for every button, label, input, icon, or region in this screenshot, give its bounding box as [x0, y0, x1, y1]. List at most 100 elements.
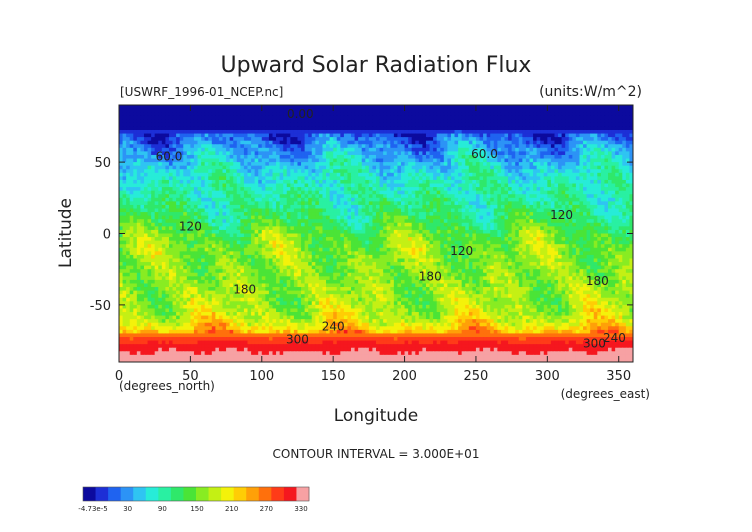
- heatmap-cell: [608, 172, 613, 177]
- heatmap-cell: [301, 179, 306, 185]
- heatmap-cell: [518, 154, 523, 160]
- heatmap-cell: [475, 212, 481, 217]
- heatmap-cell: [233, 140, 238, 145]
- heatmap-cell: [418, 112, 423, 117]
- heatmap-cell: [368, 140, 374, 145]
- heatmap-cell: [208, 133, 213, 138]
- heatmap-cell: [354, 194, 359, 199]
- heatmap-cell: [411, 212, 416, 217]
- heatmap-cell: [376, 169, 381, 174]
- heatmap-cell: [126, 201, 131, 206]
- heatmap-cell: [504, 154, 509, 160]
- heatmap-cell: [236, 112, 241, 117]
- heatmap-cell: [218, 108, 224, 113]
- heatmap-cell: [440, 144, 445, 149]
- heatmap-cell: [593, 219, 598, 224]
- heatmap-cell: [290, 183, 295, 188]
- heatmap-cell: [268, 119, 274, 124]
- heatmap-cell: [197, 162, 202, 167]
- heatmap-cell: [304, 208, 309, 213]
- heatmap-cell: [368, 126, 374, 131]
- heatmap-cell: [193, 126, 199, 131]
- heatmap-cell: [247, 226, 252, 231]
- heatmap-cell: [329, 151, 334, 156]
- heatmap-cell: [365, 183, 370, 188]
- heatmap-cell: [143, 212, 149, 217]
- heatmap-cell: [129, 222, 134, 227]
- heatmap-cell: [358, 119, 363, 124]
- heatmap-cell: [236, 158, 241, 163]
- heatmap-cell: [336, 172, 341, 177]
- heatmap-cell: [247, 222, 252, 227]
- heatmap-cell: [265, 169, 270, 174]
- heatmap-cell: [468, 119, 473, 124]
- heatmap-cell: [604, 126, 609, 131]
- heatmap-cell: [583, 151, 588, 156]
- heatmap-cell: [383, 176, 388, 181]
- heatmap-cell: [540, 154, 545, 160]
- heatmap-cell: [361, 119, 366, 124]
- heatmap-cell: [161, 119, 166, 124]
- heatmap-cell: [329, 105, 334, 110]
- heatmap-cell: [447, 115, 452, 120]
- heatmap-cell: [490, 176, 495, 181]
- heatmap-cell: [204, 179, 209, 185]
- heatmap-cell: [629, 140, 633, 145]
- heatmap-cell: [140, 169, 145, 174]
- heatmap-cell: [547, 133, 552, 138]
- heatmap-cell: [119, 115, 124, 120]
- heatmap-cell: [336, 144, 341, 149]
- heatmap-cell: [536, 212, 541, 217]
- heatmap-cell: [304, 144, 309, 149]
- heatmap-cell: [383, 162, 388, 167]
- heatmap-cell: [333, 108, 338, 113]
- heatmap-cell: [126, 147, 131, 152]
- heatmap-cell: [511, 176, 516, 181]
- heatmap-cell: [543, 187, 548, 192]
- heatmap-cell: [415, 208, 420, 213]
- heatmap-cell: [490, 137, 495, 142]
- heatmap-cell: [590, 151, 595, 156]
- heatmap-cell: [600, 158, 606, 163]
- heatmap-cell: [301, 162, 306, 167]
- heatmap-cell: [340, 137, 345, 142]
- heatmap-cell: [490, 112, 495, 117]
- heatmap-cell: [568, 208, 573, 213]
- heatmap-cell: [376, 154, 381, 160]
- heatmap-cell: [540, 115, 545, 120]
- heatmap-cell: [475, 119, 481, 124]
- heatmap-cell: [440, 172, 445, 177]
- heatmap-cell: [558, 122, 563, 128]
- heatmap-cell: [218, 187, 224, 192]
- heatmap-cell: [522, 187, 527, 192]
- heatmap-cell: [590, 158, 595, 163]
- heatmap-cell: [215, 133, 220, 138]
- heatmap-cell: [347, 154, 352, 160]
- heatmap-cell: [208, 151, 213, 156]
- heatmap-cell: [522, 126, 527, 131]
- heatmap-cell: [218, 201, 224, 206]
- heatmap-cell: [261, 108, 266, 113]
- heatmap-cell: [547, 215, 552, 220]
- heatmap-cell: [583, 119, 588, 124]
- heatmap-cell: [461, 112, 466, 117]
- heatmap-cell: [126, 115, 131, 120]
- heatmap-cell: [215, 151, 220, 156]
- heatmap-cell: [240, 215, 245, 220]
- heatmap-cell: [140, 212, 145, 217]
- heatmap-cell: [201, 154, 206, 160]
- heatmap-cell: [322, 201, 327, 206]
- heatmap-cell: [575, 158, 581, 163]
- heatmap-cell: [504, 162, 509, 167]
- heatmap-cell: [443, 190, 448, 195]
- heatmap-cell: [329, 162, 334, 167]
- heatmap-cell: [119, 151, 124, 156]
- heatmap-cell: [122, 158, 127, 163]
- heatmap-cell: [222, 169, 227, 174]
- heatmap-cell: [168, 183, 174, 188]
- heatmap-cell: [572, 105, 577, 110]
- heatmap-cell: [368, 212, 374, 217]
- heatmap-cell: [493, 129, 498, 135]
- heatmap-cell: [583, 133, 588, 138]
- heatmap-cell: [483, 176, 488, 181]
